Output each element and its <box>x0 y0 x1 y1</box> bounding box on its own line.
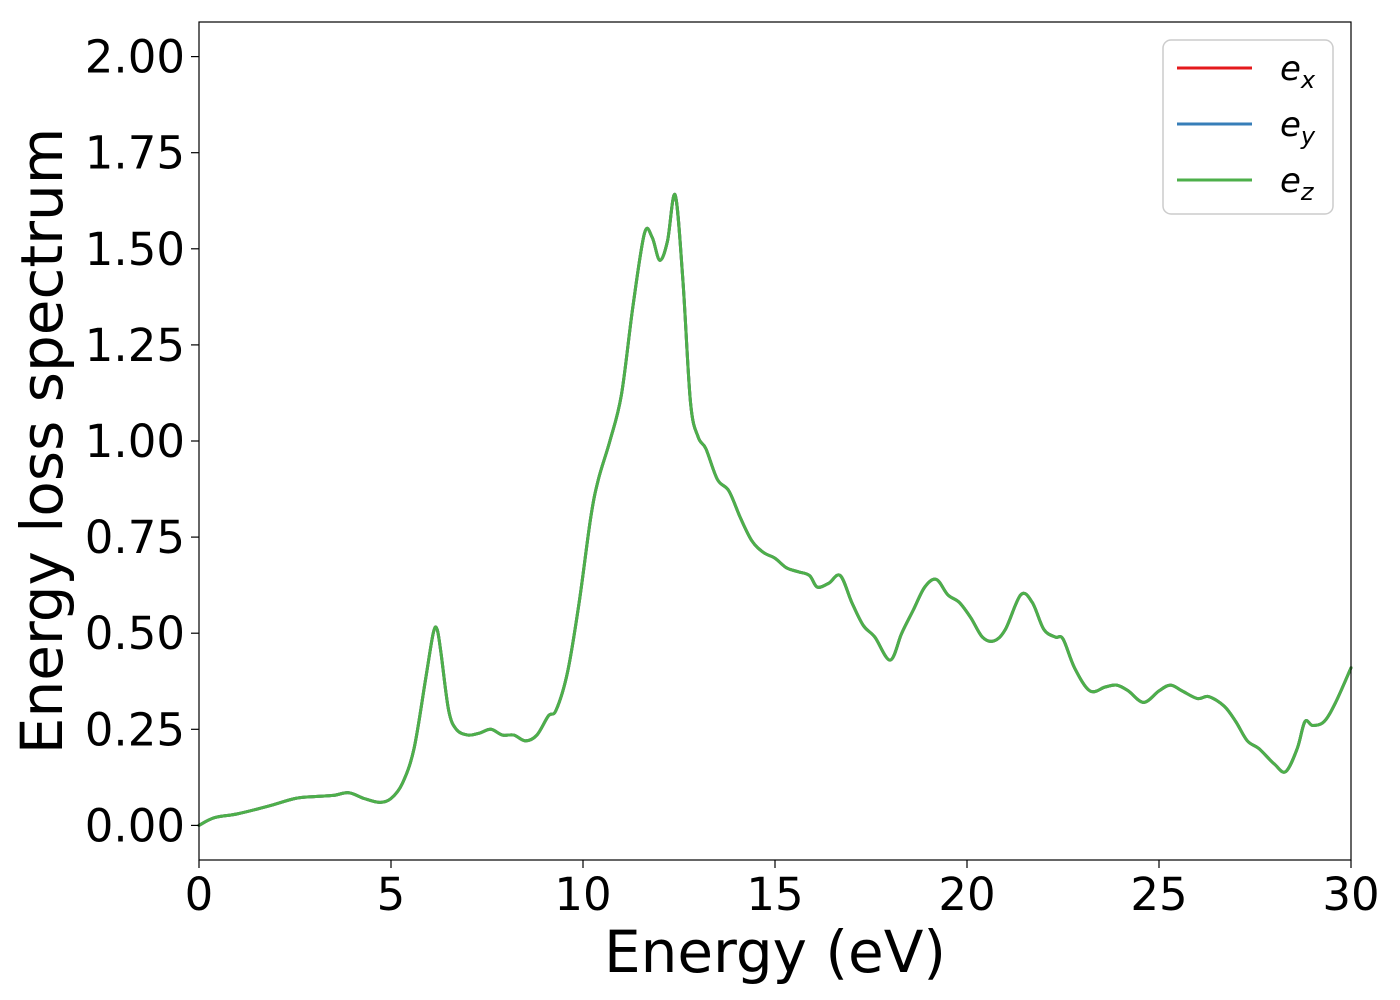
y-tick-label: 0.00 <box>85 799 185 852</box>
y-axis-ticks: 0.00 0.25 0.50 0.75 1.00 1.25 1.50 1.75 2.00 <box>85 31 199 852</box>
y-tick-label: 0.75 <box>85 511 185 564</box>
y-tick-label: 0.25 <box>85 703 185 756</box>
x-tick-label: 30 <box>1322 868 1379 921</box>
series-line-ey <box>197 193 1353 827</box>
x-tick-label: 5 <box>377 868 406 921</box>
y-tick-label: 1.00 <box>85 415 185 468</box>
series-line-ex <box>197 193 1353 827</box>
x-tick-label: 15 <box>746 868 803 921</box>
x-tick-label: 20 <box>938 868 995 921</box>
y-axis-title: Energy loss spectrum <box>8 128 76 754</box>
legend-label-ez: ez <box>1280 161 1315 206</box>
x-axis-title: Energy (eV) <box>604 918 946 986</box>
y-tick-label: 1.25 <box>85 319 185 372</box>
x-tick-label: 10 <box>554 868 611 921</box>
series-lines <box>197 193 1353 827</box>
y-tick-label: 1.50 <box>85 223 185 276</box>
y-tick-label: 0.50 <box>85 607 185 660</box>
y-tick-label: 2.00 <box>85 31 185 84</box>
x-tick-label: 0 <box>185 868 214 921</box>
series-line-ez <box>197 193 1353 827</box>
legend-box <box>1162 39 1334 215</box>
x-axis-ticks: 0 5 10 15 20 25 30 <box>185 860 1380 921</box>
legend-label-ex: ex <box>1280 49 1316 94</box>
x-tick-label: 25 <box>1130 868 1187 921</box>
legend-label-ey: ey <box>1280 105 1316 150</box>
y-tick-label: 1.75 <box>85 127 185 180</box>
legend: ex ey ez <box>1162 39 1334 215</box>
